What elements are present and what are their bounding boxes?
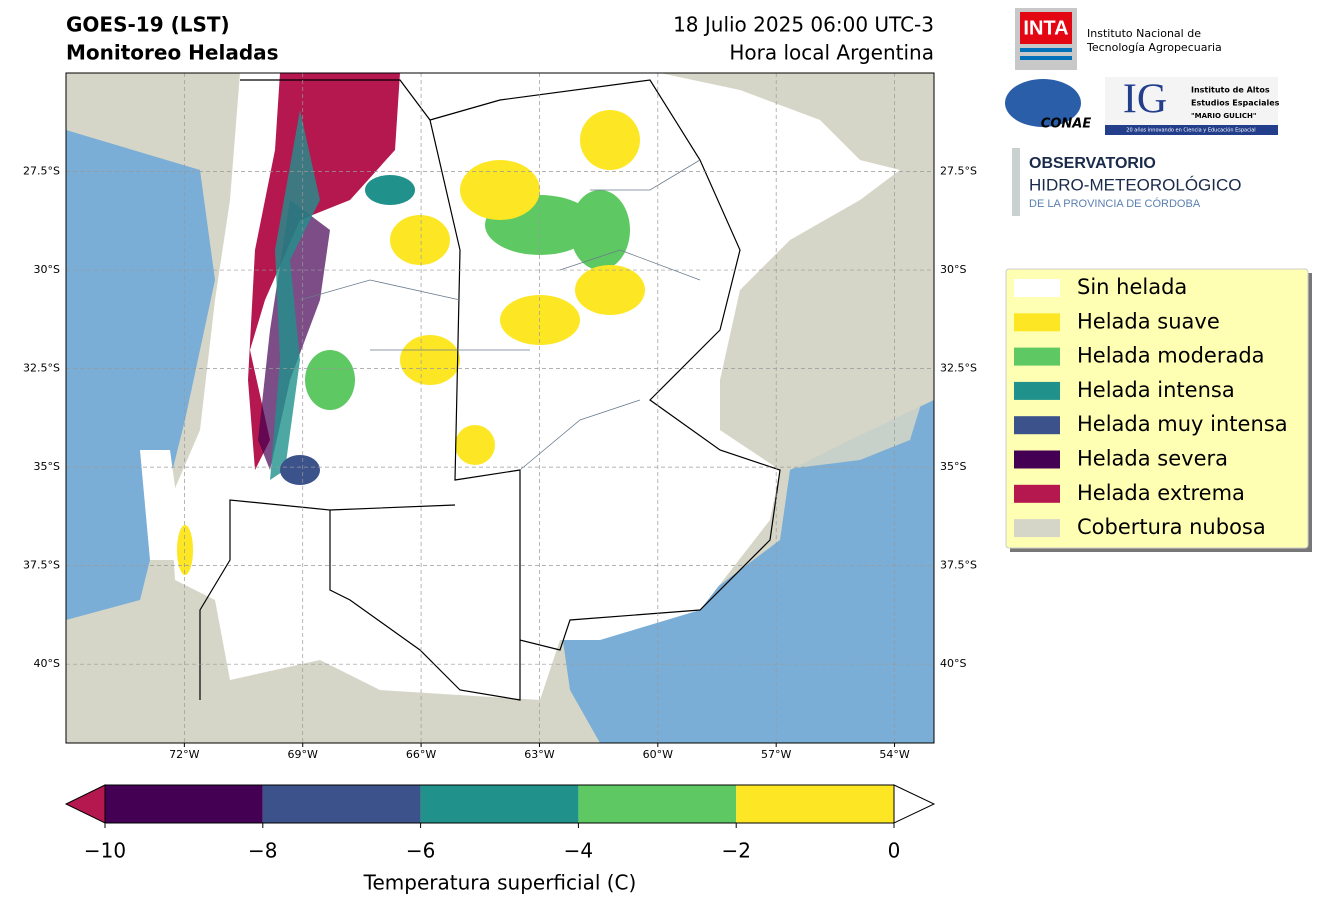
lat-tick-label: 30°S <box>34 263 60 276</box>
inta-name: Instituto Nacional de <box>1087 27 1201 40</box>
observatorio-logo: OBSERVATORIO HIDRO-METEOROLÓGICO DE LA P… <box>1012 148 1242 216</box>
ig-motto: 20 años innovando en Ciencia y Educación… <box>1126 127 1255 134</box>
legend: Sin helada Helada suave Helada moderada Hel… <box>1014 275 1288 539</box>
map <box>66 73 934 743</box>
inta-text: INTA <box>1023 17 1068 39</box>
ig-logo: IG Instituto de Altos Estudios Espaciale… <box>1105 77 1280 135</box>
lat-tick-label: 40°S <box>940 657 966 670</box>
map-frame <box>65 72 935 744</box>
lat-tick-label: 27.5°S <box>23 165 60 178</box>
date: 18 Julio 2025 06:00 UTC-3 <box>673 13 934 37</box>
colorbar-over <box>893 784 936 824</box>
legend-swatch <box>1014 381 1060 400</box>
colorbar-segment <box>420 785 579 823</box>
lat-tick-label: 35°S <box>940 460 966 473</box>
colorbar: −10 −8 −6 −4 −2 0 <box>64 784 936 863</box>
legend-label: Helada moderada <box>1077 344 1265 368</box>
subtitle: Monitoreo Heladas <box>66 41 279 65</box>
legend-swatch <box>1014 450 1060 469</box>
lat-tick-label: 35°S <box>34 460 60 473</box>
lat-tick-label: 37.5°S <box>940 559 977 572</box>
lon-tick-label: 66°W <box>406 748 436 761</box>
obs-text: HIDRO-METEOROLÓGICO <box>1029 175 1242 194</box>
legend-box <box>1005 268 1309 549</box>
lon-tick-label: 63°W <box>524 748 554 761</box>
local-time: Hora local Argentina <box>729 41 934 65</box>
lon-tick-label: 57°W <box>761 748 791 761</box>
legend-swatch <box>1014 416 1060 435</box>
conae-logo: CONAE <box>1005 79 1091 132</box>
conae-text: CONAE <box>1041 117 1092 132</box>
colorbar-tick-label: −4 <box>564 839 593 863</box>
legend-label: Helada muy intensa <box>1077 412 1288 436</box>
legend-label: Helada suave <box>1077 309 1220 333</box>
obs-text: DE LA PROVINCIA DE CÓRDOBA <box>1029 197 1201 210</box>
colorbar-under <box>64 784 106 824</box>
colorbar-segment <box>736 785 894 823</box>
grid: 72°W 69°W 66°W 63°W 60°W 57°W 54°W 27.5°S 27.5°S… <box>23 73 977 761</box>
obs-text: OBSERVATORIO <box>1029 155 1156 172</box>
lat-tick-label: 32.5°S <box>23 362 60 375</box>
lat-tick-label: 37.5°S <box>23 559 60 572</box>
colorbar-tick-label: 0 <box>888 839 901 863</box>
legend-swatch <box>1014 313 1060 332</box>
ig-name: "MARIO GULICH" <box>1191 112 1257 120</box>
inta-name: Tecnología Agropecuaria <box>1086 41 1222 54</box>
colorbar-tick-label: −6 <box>406 839 435 863</box>
colorbar-segment <box>578 785 737 823</box>
legend-swatch <box>1014 279 1060 297</box>
ig-name: Instituto de Altos <box>1191 86 1270 95</box>
lon-tick-label: 69°W <box>288 748 318 761</box>
legend-label: Cobertura nubosa <box>1077 515 1266 539</box>
colorbar-tick-label: −8 <box>248 839 277 863</box>
legend-swatch <box>1014 347 1060 366</box>
lat-tick-label: 40°S <box>34 657 60 670</box>
colorbar-segment <box>262 785 421 823</box>
lat-tick-label: 32.5°S <box>940 362 977 375</box>
lon-tick-label: 72°W <box>169 748 199 761</box>
colorbar-label: Temperatura superficial (C) <box>363 871 637 895</box>
lon-tick-label: 60°W <box>643 748 673 761</box>
title: GOES-19 (LST) <box>66 13 230 37</box>
legend-swatch <box>1014 484 1060 503</box>
ig-text: IG <box>1123 77 1167 123</box>
colorbar-segment <box>105 785 263 823</box>
lat-tick-label: 27.5°S <box>940 165 977 178</box>
colorbar-frame <box>104 784 895 824</box>
legend-label: Helada extrema <box>1077 481 1245 505</box>
colorbar-tick-label: −2 <box>721 839 750 863</box>
lon-tick-label: 54°W <box>879 748 909 761</box>
lat-tick-label: 30°S <box>940 263 966 276</box>
legend-swatch <box>1014 519 1060 538</box>
legend-label: Helada severa <box>1077 447 1228 471</box>
legend-label: Helada intensa <box>1077 378 1235 402</box>
colorbar-tick-label: −10 <box>84 839 126 863</box>
legend-label: Sin helada <box>1077 275 1187 299</box>
inta-logo: INTA Instituto Nacional de Tecnología Ag… <box>1015 8 1222 70</box>
ig-name: Estudios Espaciales <box>1191 99 1280 108</box>
